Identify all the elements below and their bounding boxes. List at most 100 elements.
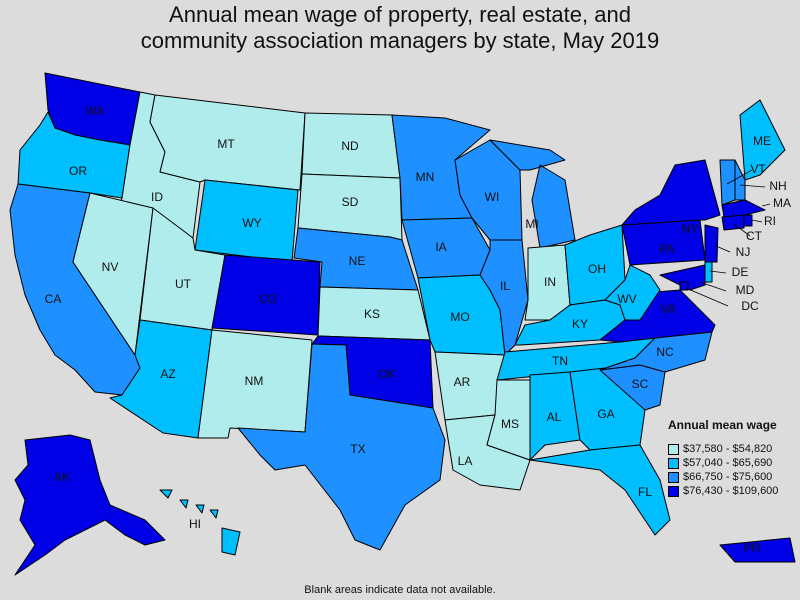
state-label-ca: CA — [45, 292, 62, 306]
state-label-sd: SD — [342, 195, 359, 209]
state-ri — [743, 214, 753, 227]
legend-label: $57,040 - $65,690 — [683, 457, 773, 469]
state-label-in: IN — [544, 275, 556, 289]
state-label-ky: KY — [572, 317, 588, 331]
state-label-nv: NV — [102, 260, 119, 274]
legend-swatch — [668, 485, 679, 497]
state-me — [739, 99, 786, 181]
legend-label: $37,580 - $54,820 — [683, 443, 773, 455]
state-label-mi: MI — [525, 217, 538, 231]
state-ms — [486, 379, 531, 461]
legend-label: $76,430 - $109,600 — [683, 485, 779, 497]
legend-swatch — [668, 443, 679, 455]
state-label-id: ID — [151, 190, 163, 204]
state-md — [659, 264, 706, 291]
state-label-nd: ND — [341, 139, 359, 153]
state-fl — [529, 444, 671, 536]
state-label-mt: MT — [217, 137, 235, 151]
state-tx — [237, 343, 446, 551]
state-mi — [489, 139, 576, 249]
state-label-leader — [726, 169, 753, 185]
state-de — [704, 261, 713, 283]
state-label-ut: UT — [175, 277, 192, 291]
state-label-ct: CT — [746, 229, 763, 243]
state-label-ms: MS — [501, 417, 519, 431]
state-label-sc: SC — [632, 377, 649, 391]
state-label-nj: NJ — [736, 245, 751, 259]
state-label-mn: MN — [416, 170, 435, 184]
state-label-az: AZ — [160, 367, 175, 381]
state-ak — [14, 434, 166, 576]
state-label-de: DE — [732, 265, 749, 279]
state-label-oh: OH — [588, 262, 606, 276]
state-label-leader — [739, 184, 766, 188]
state-label-pa: PA — [659, 242, 674, 256]
state-label-nh: NH — [769, 179, 786, 193]
state-al — [529, 371, 581, 461]
state-label-mo: MO — [450, 310, 469, 324]
state-nj — [704, 224, 719, 263]
state-label-il: IL — [500, 279, 510, 293]
state-label-ak: AK — [54, 470, 70, 484]
legend-item: $66,750 - $75,600 — [668, 470, 798, 484]
state-hi — [159, 489, 241, 556]
state-label-leader — [699, 281, 727, 292]
state-label-ks: KS — [364, 307, 380, 321]
state-label-ok: OK — [378, 367, 395, 381]
state-label-wa: WA — [86, 104, 105, 118]
state-ny — [621, 159, 721, 226]
state-vt — [719, 159, 736, 206]
state-ma — [721, 199, 766, 218]
state-label-nc: NC — [656, 345, 674, 359]
state-label-leader — [733, 223, 751, 237]
state-pr — [719, 537, 796, 563]
map-title-line-2: community association managers by state,… — [140, 28, 660, 53]
state-label-or: OR — [69, 164, 87, 178]
state-label-me: ME — [753, 134, 771, 148]
state-label-ny: NY — [682, 222, 699, 236]
legend-swatch — [668, 471, 679, 483]
state-label-al: AL — [547, 410, 562, 424]
state-label-leader — [761, 203, 771, 207]
legend: Annual mean wage $37,580 - $54,820 $57,0… — [668, 418, 798, 498]
map-title-line-1: Annual mean wage of property, real estat… — [169, 2, 631, 27]
state-label-wy: WY — [242, 216, 261, 230]
state-label-va: VA — [660, 302, 675, 316]
legend-label: $66,750 - $75,600 — [683, 471, 773, 483]
state-label-co: CO — [259, 292, 277, 306]
state-label-wv: WV — [617, 292, 636, 306]
state-wv — [604, 264, 661, 321]
state-label-dc: DC — [741, 299, 759, 313]
legend-item: $37,580 - $54,820 — [668, 442, 798, 456]
legend-swatch — [668, 457, 679, 469]
state-il — [479, 239, 529, 356]
state-nm — [197, 329, 313, 439]
state-label-ia: IA — [435, 240, 446, 254]
state-label-leader — [751, 219, 763, 223]
state-label-vt: VT — [750, 162, 766, 176]
state-label-ne: NE — [349, 254, 366, 268]
legend-title: Annual mean wage — [668, 418, 777, 432]
state-label-ma: MA — [773, 196, 791, 210]
state-label-ga: GA — [597, 407, 614, 421]
state-label-leader — [685, 287, 729, 307]
legend-item: $57,040 - $65,690 — [668, 456, 798, 470]
state-label-pr: PR — [744, 541, 761, 555]
state-label-ri: RI — [764, 214, 776, 228]
state-label-tn: TN — [552, 354, 568, 368]
state-ct — [721, 214, 745, 231]
state-label-leader — [715, 245, 731, 253]
legend-item: $76,430 - $109,600 — [668, 484, 798, 498]
footnote: Blank areas indicate data not available. — [304, 584, 496, 596]
state-label-ar: AR — [454, 375, 471, 389]
state-label-wi: WI — [485, 190, 500, 204]
state-label-tx: TX — [350, 442, 365, 456]
state-label-fl: FL — [638, 485, 652, 499]
map-title: Annual mean wage of property, real estat… — [0, 2, 800, 54]
state-label-nm: NM — [245, 374, 264, 388]
state-dc — [679, 281, 689, 291]
state-label-hi: HI — [189, 517, 201, 531]
state-label-leader — [709, 270, 727, 274]
state-label-md: MD — [736, 283, 755, 297]
